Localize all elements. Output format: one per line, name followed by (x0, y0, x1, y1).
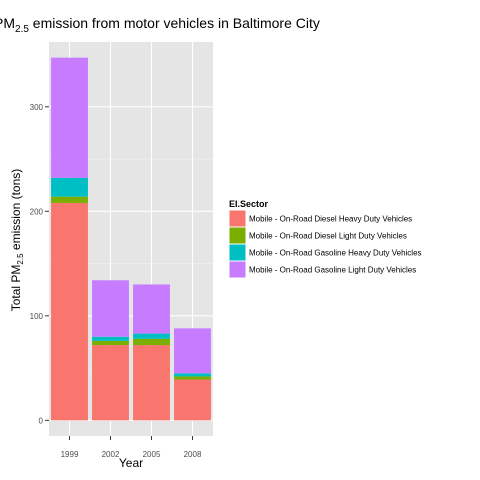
legend-swatch (229, 210, 246, 227)
legend-swatch (229, 261, 246, 278)
x-tick-label: 1999 (61, 450, 79, 459)
bars (51, 57, 211, 421)
y-axis-label-text: emission (tons) (9, 169, 23, 254)
bar-segment (51, 57, 88, 178)
bar-segment (174, 379, 211, 421)
legend-label: Mobile - On-Road Gasoline Heavy Duty Veh… (249, 249, 422, 258)
legend-label: Mobile - On-Road Diesel Heavy Duty Vehic… (249, 215, 412, 224)
legend-label: Mobile - On-Road Diesel Light Duty Vehic… (249, 232, 407, 241)
bar-segment (51, 202, 88, 421)
bar-segment (133, 345, 170, 421)
legend-swatch (229, 227, 246, 244)
legend: EI.Sector Mobile - On-Road Diesel Heavy … (228, 199, 422, 279)
bar-segment (51, 196, 88, 203)
y-axis-label-prefix: Total PM (9, 265, 23, 312)
y-tick-label: 100 (30, 312, 44, 321)
bar-segment (133, 284, 170, 334)
chart-title-subscript: 2.5 (15, 24, 29, 35)
bar-segment (51, 177, 88, 197)
y-tick-label: 300 (30, 103, 44, 112)
y-tick-label: 200 (30, 207, 44, 216)
bar-segment (92, 340, 129, 346)
bar-segment (92, 280, 129, 337)
legend-title: EI.Sector (229, 199, 269, 209)
y-tick-label: 0 (39, 416, 44, 425)
bar-segment (92, 345, 129, 421)
bar-segment (174, 373, 211, 377)
legend-label: Mobile - On-Road Gasoline Light Duty Veh… (249, 266, 416, 275)
x-axis: 1999 2002 2005 2008 (61, 436, 202, 459)
chart-title: PM2.5 emission from motor vehicles in Ba… (0, 15, 320, 35)
bar-segment (133, 338, 170, 346)
bar-segment (174, 376, 211, 380)
x-tick-label: 2005 (143, 450, 161, 459)
x-tick-label: 2008 (184, 450, 202, 459)
y-axis: 0 100 200 300 (30, 103, 49, 425)
y-axis-label-subscript: 2.5 (16, 253, 25, 265)
x-tick-label: 2002 (102, 450, 120, 459)
y-axis-label: Total PM2.5 emission (tons) (9, 169, 25, 312)
x-axis-label: Year (119, 456, 143, 470)
legend-swatch (229, 244, 246, 261)
bar-segment (174, 328, 211, 374)
bar-segment (133, 333, 170, 339)
bar-segment (92, 336, 129, 341)
chart-title-text: emission from motor vehicles in Baltimor… (29, 15, 320, 31)
chart-title-prefix: PM (0, 15, 15, 31)
